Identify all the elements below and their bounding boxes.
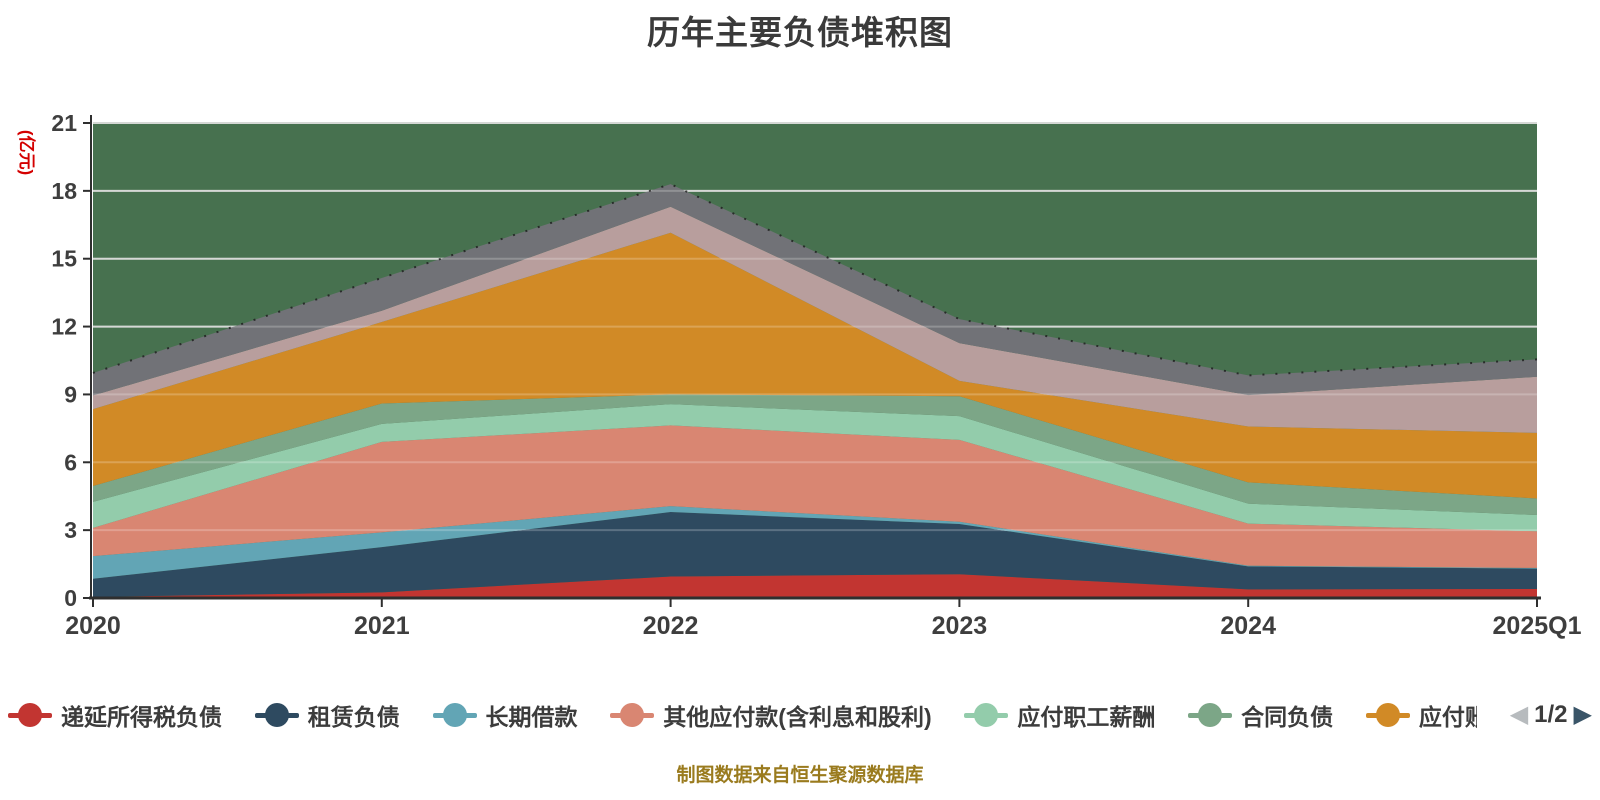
legend-item-4[interactable]: 其他应付款(含利息和股利) xyxy=(610,698,932,732)
legend: 递延所得税负债 租赁负债 长期借款 其他应付款(含利息和股利) 应付职工薪酬 合同负债 应付… xyxy=(0,698,1600,732)
y-tick-label: 21 xyxy=(51,110,77,136)
legend-label: 应付账款 xyxy=(1418,704,1477,730)
y-tick-label: 0 xyxy=(64,585,77,611)
area-series-1 xyxy=(93,574,1537,598)
area-series-5 xyxy=(93,404,1537,532)
y-tick-label: 18 xyxy=(51,178,77,204)
legend-next-page-icon[interactable]: ▶ xyxy=(1573,701,1592,728)
chart-title: 历年主要负债堆积图 xyxy=(647,14,953,51)
legend-marker-icon xyxy=(1188,702,1233,728)
legend-label: 租赁负债 xyxy=(307,704,400,730)
legend-marker-icon xyxy=(610,702,655,728)
legend-label: 合同负债 xyxy=(1241,704,1334,730)
y-tick-label: 15 xyxy=(51,246,77,272)
x-tick-label: 2025Q1 xyxy=(1493,612,1582,640)
legend-label: 其他应付款(含利息和股利) xyxy=(663,704,932,730)
legend-label: 递延所得税负债 xyxy=(61,704,222,730)
legend-item-2[interactable]: 租赁负债 xyxy=(254,698,400,732)
legend-item-7[interactable]: 应付账款 xyxy=(1365,698,1477,732)
legend-label: 应付职工薪酬 xyxy=(1017,704,1156,730)
legend-marker-icon xyxy=(964,702,1009,728)
x-tick-label: 2024 xyxy=(1220,612,1276,640)
x-tick-label: 2021 xyxy=(354,612,410,640)
legend-label: 长期借款 xyxy=(485,704,578,730)
legend-marker-icon xyxy=(1365,702,1410,728)
data-source-caption: 制图数据来自恒生聚源数据库 xyxy=(676,765,924,786)
legend-marker-icon xyxy=(8,702,52,728)
area-series-4 xyxy=(93,425,1537,568)
y-tick-label: 6 xyxy=(64,449,77,475)
stacked-area-chart: 0 3 6 9 12 15 18 21 2020 2021 2022 2023 2024 2025Q1 xyxy=(51,110,1582,640)
legend-pagination: ◀ 1/2 ▶ xyxy=(1510,701,1592,729)
area-series-6 xyxy=(93,394,1537,515)
legend-item-6[interactable]: 合同负债 xyxy=(1188,698,1333,732)
legend-prev-page-icon[interactable]: ◀ xyxy=(1509,701,1529,728)
area-series-7 xyxy=(93,232,1537,499)
x-tick-label: 2022 xyxy=(643,612,699,640)
area-series-9 xyxy=(93,184,1537,396)
legend-item-5[interactable]: 应付职工薪酬 xyxy=(964,698,1155,732)
legend-item-3[interactable]: 长期借款 xyxy=(432,698,578,732)
stack-top-dotted-line xyxy=(92,182,1538,377)
x-tick-label: 2023 xyxy=(932,612,988,640)
legend-item-1[interactable]: 递延所得税负债 xyxy=(8,698,222,732)
y-tick-label: 9 xyxy=(64,381,77,407)
y-tick-label: 12 xyxy=(51,314,77,340)
x-tick-label: 2020 xyxy=(65,612,121,640)
y-tick-label: 3 xyxy=(64,517,77,543)
legend-marker-icon xyxy=(254,702,299,728)
area-series-2 xyxy=(93,512,1537,597)
area-series-3 xyxy=(93,506,1537,579)
area-series-8 xyxy=(93,206,1537,433)
legend-page-indicator: 1/2 xyxy=(1534,701,1568,728)
legend-marker-icon xyxy=(432,702,477,728)
